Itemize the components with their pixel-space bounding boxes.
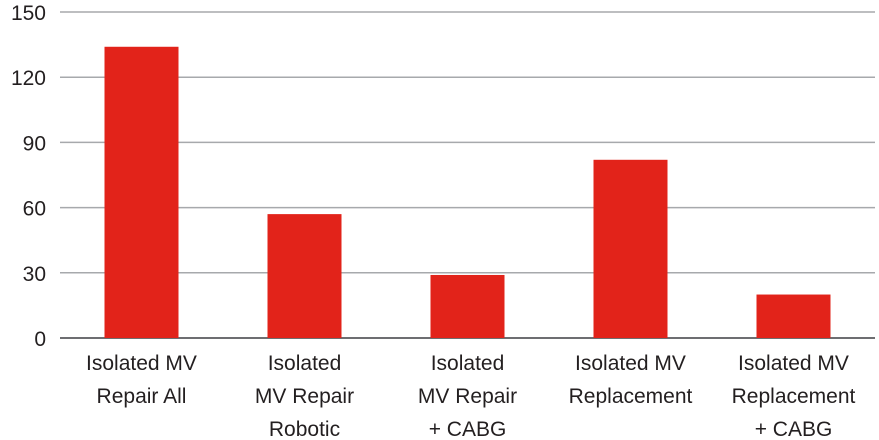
bar (756, 294, 831, 338)
bar (430, 274, 505, 338)
x-tick-label-line: Replacement (569, 385, 693, 408)
bar (104, 46, 179, 338)
x-tick-label-line: MV Repair (418, 385, 517, 408)
x-tick-label-line: Isolated MV (738, 352, 849, 375)
x-tick-label: Isolated MV Replacement (569, 352, 693, 408)
y-tick-label: 0 (34, 328, 46, 351)
x-tick-label-line: MV Repair (255, 385, 354, 408)
bar (267, 214, 342, 338)
x-tick-label-line: Replacement (732, 385, 856, 408)
bar (593, 159, 668, 338)
y-tick-label: 90 (23, 132, 46, 155)
y-tick-label: 150 (11, 2, 46, 25)
x-tick-label-line: Isolated (268, 352, 342, 375)
x-tick-label-line: + CABG (755, 418, 833, 440)
x-tick-label-line: Isolated MV (86, 352, 197, 375)
y-tick-label: 120 (11, 67, 46, 90)
x-tick-label: Isolated MV Repair Robotic (255, 352, 354, 440)
x-tick-label-line: Repair All (97, 385, 187, 408)
x-tick-label: Isolated MV Replacement + CABG (732, 352, 856, 440)
x-tick-label-line: + CABG (429, 418, 507, 440)
x-tick-label-line: Isolated (431, 352, 505, 375)
x-tick-label-line: Robotic (269, 418, 340, 440)
y-tick-label: 60 (23, 198, 46, 221)
x-tick-label: Isolated MV Repair + CABG (418, 352, 517, 440)
y-tick-label: 30 (23, 263, 46, 286)
x-tick-label-line: Isolated MV (575, 352, 686, 375)
x-tick-label: Isolated MV Repair All (86, 352, 197, 408)
